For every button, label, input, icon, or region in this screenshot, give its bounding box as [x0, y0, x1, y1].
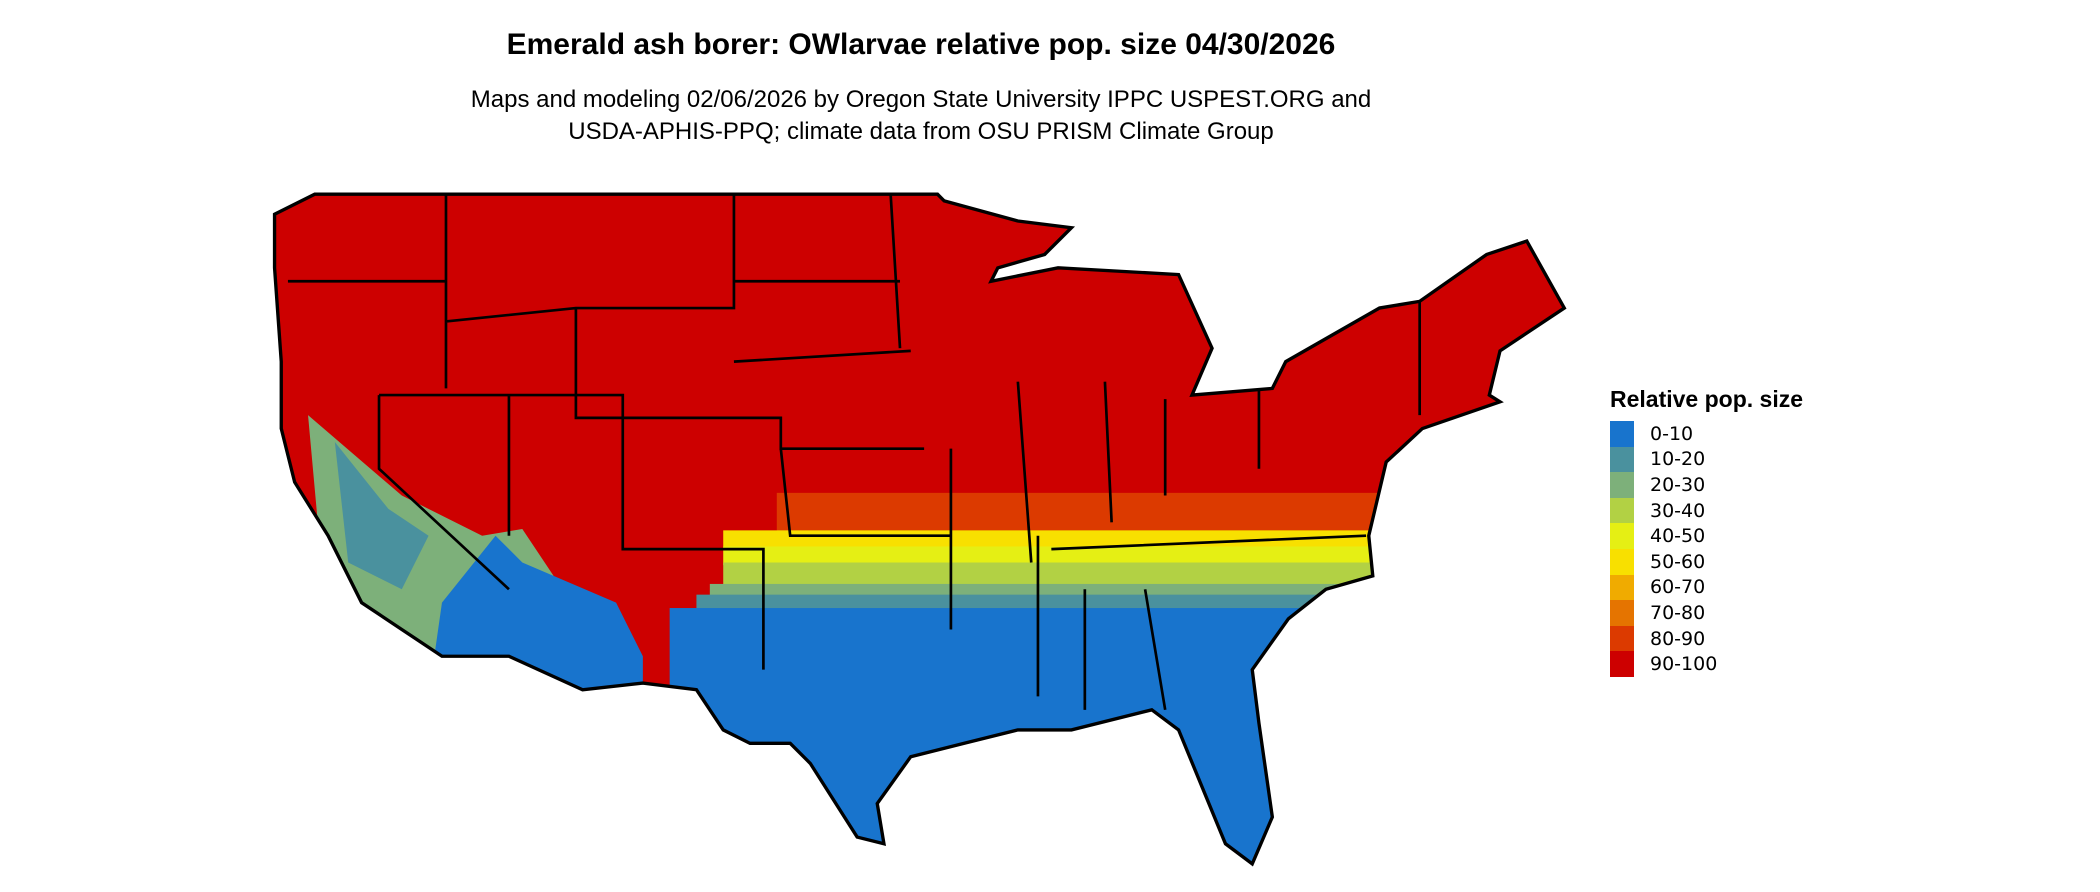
zone-80-90 — [776, 492, 1380, 534]
legend-swatch — [1610, 446, 1634, 473]
state-borders — [287, 194, 1421, 711]
legend-item: 80-90 — [1610, 625, 1803, 652]
legend-item: 70-80 — [1610, 600, 1803, 626]
legend-swatch — [1610, 523, 1634, 549]
legend-label: 30-40 — [1650, 499, 1706, 522]
legend-label: 10-20 — [1650, 448, 1706, 471]
legend-swatch — [1610, 651, 1634, 677]
legend-label: 20-30 — [1650, 473, 1706, 496]
legend-label: 0-10 — [1650, 422, 1694, 445]
subtitle-line-1: Maps and modeling 02/06/2026 by Oregon S… — [470, 86, 1372, 113]
legend-item: 10-20 — [1610, 446, 1803, 473]
zone-30-40 — [723, 562, 1380, 587]
legend-swatch — [1610, 600, 1634, 626]
legend-swatch — [1610, 625, 1634, 652]
legend-label: 80-90 — [1650, 627, 1706, 650]
legend: Relative pop. size 0-10 10-20 20-30 30-40 40… — [1610, 386, 1803, 677]
zone-40-50 — [723, 546, 1380, 566]
legend-item: 30-40 — [1610, 497, 1803, 524]
legend-swatch — [1610, 497, 1634, 524]
legend-label: 90-100 — [1650, 653, 1718, 676]
zone-0-10-east — [669, 608, 1393, 864]
legend-label: 50-60 — [1650, 550, 1706, 573]
zone-20-30 — [709, 583, 1380, 598]
map-title: Emerald ash borer: OWlarvae relative pop… — [506, 28, 1336, 61]
legend-label: 40-50 — [1650, 525, 1706, 548]
legend-label: 70-80 — [1650, 601, 1706, 624]
legend-item: 20-30 — [1610, 472, 1803, 498]
legend-item: 40-50 — [1610, 523, 1803, 549]
legend-item: 90-100 — [1610, 651, 1803, 677]
zone-10-20-west — [334, 441, 429, 590]
legend-title: Relative pop. size — [1610, 386, 1804, 412]
legend-swatch — [1610, 421, 1634, 447]
legend-item: 0-10 — [1610, 421, 1803, 447]
subtitle-line-2: USDA-APHIS-PPQ; climate data from OSU PR… — [568, 118, 1274, 145]
legend-swatch — [1610, 472, 1634, 498]
legend-swatch — [1610, 574, 1634, 601]
population-raster — [274, 194, 1565, 864]
legend-label: 60-70 — [1650, 576, 1706, 599]
legend-swatch — [1610, 548, 1634, 575]
legend-item: 50-60 — [1610, 548, 1803, 575]
legend-item: 60-70 — [1610, 574, 1803, 601]
map-subtitle: Maps and modeling 02/06/2026 by Oregon S… — [0, 84, 1842, 148]
